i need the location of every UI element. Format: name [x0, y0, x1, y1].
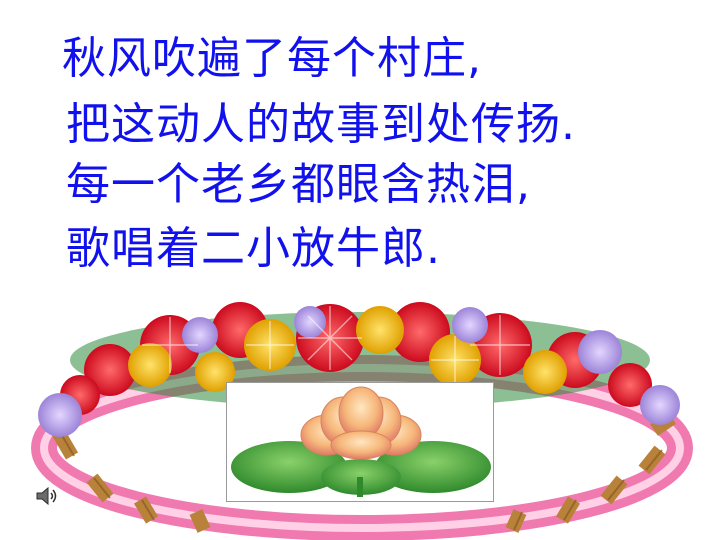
poem-text-block: 秋风吹遍了每个村庄, 把这动人的故事到处传扬. 每一个老乡都眼含热泪, 歌唱着二…: [62, 33, 576, 274]
poem-line-3: 每一个老乡都眼含热泪,: [66, 159, 531, 210]
poem-line-1: 秋风吹遍了每个村庄,: [62, 33, 482, 84]
flower-cluster: [38, 302, 680, 437]
lotus-image: [226, 382, 494, 502]
poem-line-4: 歌唱着二小放牛郎.: [66, 223, 441, 274]
poem-line-2: 把这动人的故事到处传扬.: [66, 99, 576, 150]
flower-wreath-image: [31, 302, 693, 540]
speaker-icon[interactable]: [34, 484, 62, 508]
